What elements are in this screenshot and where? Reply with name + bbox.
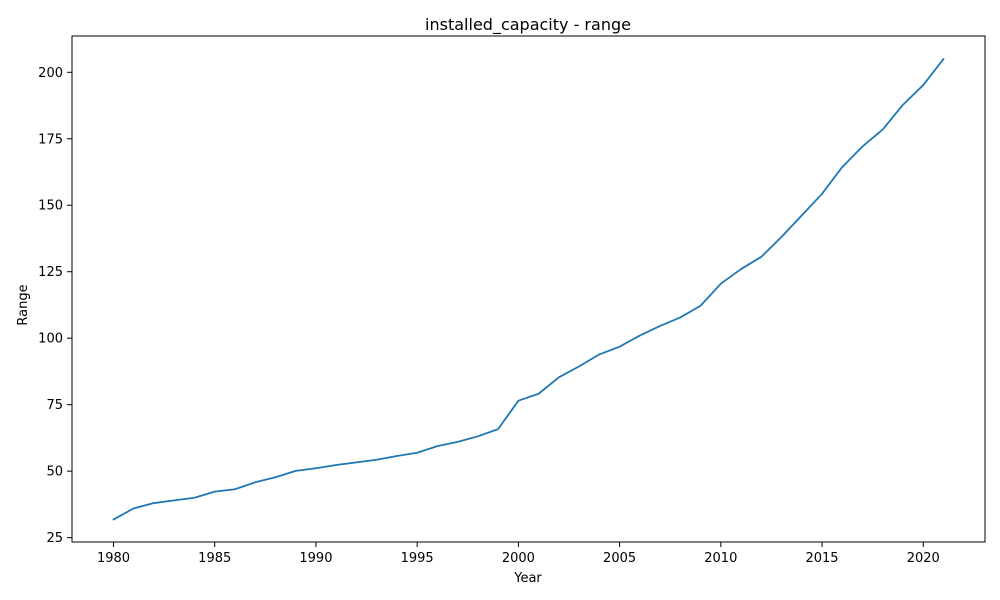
y-tick-label: 150 [38, 199, 63, 214]
y-tick-label: 125 [38, 265, 63, 280]
x-tick-label: 2000 [502, 551, 535, 566]
x-tick-label: 2010 [704, 551, 737, 566]
y-axis-ticks: 25 50 75 100 125 150 175 200 [38, 66, 72, 546]
chart-title: installed_capacity - range [425, 15, 631, 35]
x-tick-label: 2020 [907, 551, 940, 566]
plot-frame [71, 35, 986, 543]
plot-area [112, 58, 945, 521]
x-tick-label: 1980 [97, 551, 130, 566]
x-axis-label: Year [513, 571, 542, 586]
y-axis-label: Range [16, 284, 31, 325]
x-tick-label: 2005 [603, 551, 636, 566]
y-tick-label: 50 [46, 465, 63, 480]
x-tick-label: 1985 [198, 551, 231, 566]
series-line-0 [112, 58, 945, 521]
y-tick-label: 175 [38, 132, 63, 147]
x-axis-ticks: 1980 1985 1990 1995 2000 2005 2010 2015 2020 [97, 542, 940, 566]
x-tick-label: 2015 [805, 551, 838, 566]
y-tick-label: 100 [38, 332, 63, 347]
y-tick-label: 200 [38, 66, 63, 81]
x-tick-label: 1990 [299, 551, 332, 566]
y-tick-label: 75 [46, 398, 63, 413]
y-tick-label: 25 [46, 531, 63, 546]
x-tick-label: 1995 [401, 551, 434, 566]
